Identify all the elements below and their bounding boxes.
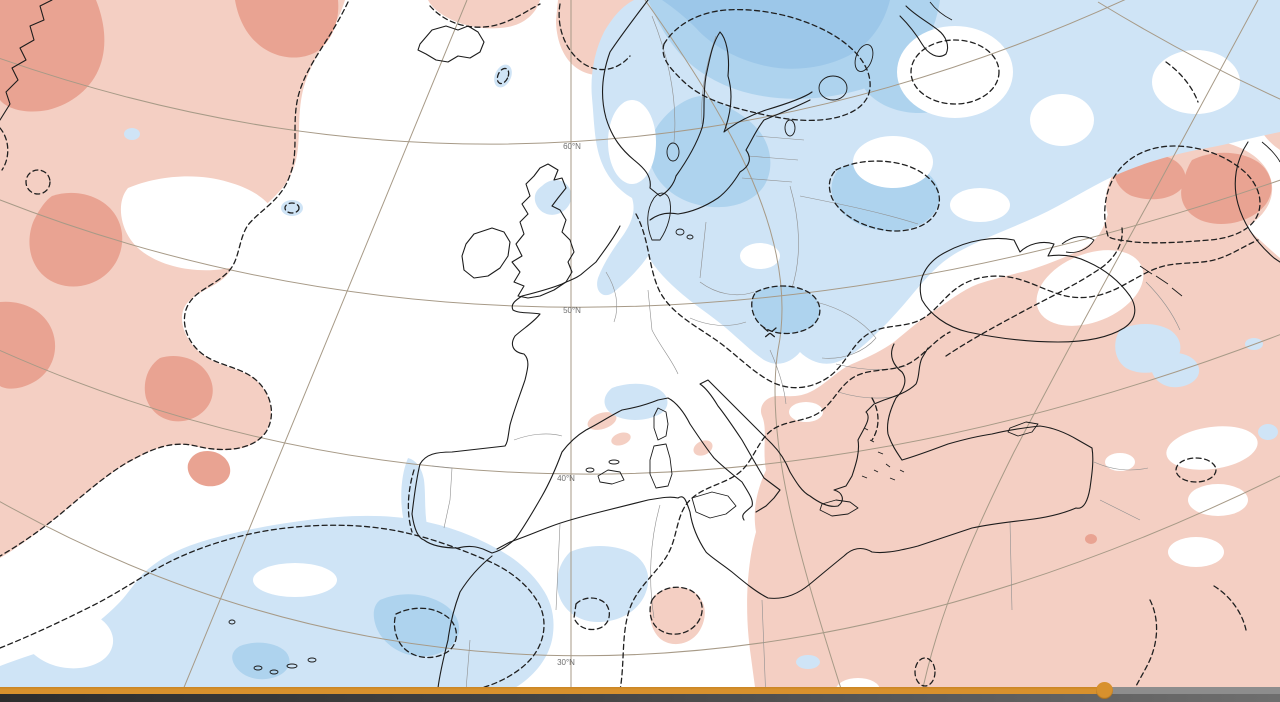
borders-layer: [431, 15, 1181, 702]
neutral-holes-layer: [19, 0, 1258, 702]
seekbar-scrubber-handle[interactable]: [1096, 682, 1113, 699]
lat-label-50n: 50°N: [563, 306, 581, 315]
seekbar-played-progress: [0, 687, 1104, 694]
player-bottom-strip: [0, 694, 1280, 702]
lat-label-30n: 30°N: [557, 658, 575, 667]
lat-label-40n: 40°N: [557, 474, 575, 483]
video-seekbar[interactable]: [0, 682, 1280, 699]
lat-label-60n: 60°N: [563, 142, 581, 151]
latitude-labels: 60°N 50°N 40°N 30°N: [557, 142, 581, 667]
